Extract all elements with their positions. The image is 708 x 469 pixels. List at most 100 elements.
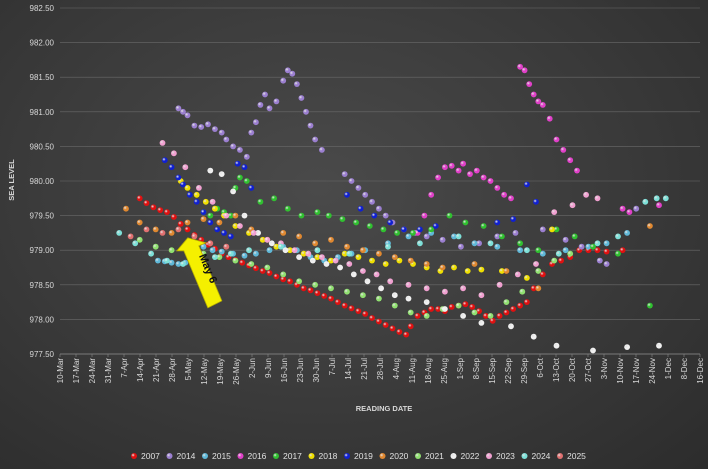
- data-point-2017: [428, 226, 435, 233]
- data-point-2022: [337, 264, 343, 271]
- y-tick-label: 982.00: [30, 39, 55, 48]
- x-tick-label: 14-Jul: [344, 358, 353, 380]
- data-point-2014: [303, 108, 309, 115]
- x-tick-label: 11-Aug: [408, 358, 417, 383]
- data-point-2024: [615, 233, 621, 240]
- data-point-2020: [328, 236, 334, 243]
- x-tick-label: 17-Mar: [72, 358, 81, 384]
- data-point-2021: [455, 302, 462, 309]
- data-point-2017: [517, 240, 523, 247]
- data-point-2019: [200, 209, 207, 216]
- data-point-2014: [175, 105, 182, 112]
- data-point-2007: [321, 293, 328, 299]
- data-point-2023: [496, 281, 503, 288]
- data-point-2025: [207, 240, 214, 247]
- data-point-2023: [250, 230, 257, 236]
- x-tick-label: 31-Mar: [104, 358, 113, 384]
- data-point-2007: [287, 278, 293, 285]
- data-point-2014: [230, 143, 237, 150]
- data-point-2017: [480, 223, 487, 229]
- data-point-2015: [200, 243, 207, 250]
- data-point-2023: [237, 223, 243, 229]
- data-point-2007: [539, 271, 546, 278]
- data-point-2015: [539, 250, 546, 257]
- data-point-2015: [155, 257, 161, 264]
- x-tick-label: 23-Jun: [296, 358, 305, 382]
- data-point-2019: [227, 233, 234, 240]
- x-tick-label: 24-Nov: [648, 358, 657, 384]
- x-tick-label: 4-Aug: [392, 358, 401, 379]
- x-tick-label: 5-May: [184, 358, 193, 380]
- data-point-2022: [530, 333, 537, 340]
- legend-label-2018: 2018: [319, 451, 338, 461]
- data-point-2007: [476, 308, 482, 314]
- data-point-2015: [253, 250, 259, 257]
- data-point-2023: [223, 212, 230, 219]
- data-point-2014: [248, 129, 255, 136]
- data-point-2007: [407, 323, 414, 330]
- data-point-2014: [476, 240, 482, 247]
- legend-label-2019: 2019: [354, 451, 373, 461]
- data-point-2007: [348, 305, 355, 312]
- data-point-2020: [503, 268, 510, 274]
- data-point-2017: [462, 219, 469, 226]
- data-point-2015: [168, 259, 175, 266]
- data-point-2007: [403, 331, 410, 338]
- data-point-2020: [471, 261, 478, 267]
- data-point-2007: [341, 302, 348, 309]
- legend-marker-2025: [557, 453, 563, 459]
- y-tick-label: 979.00: [30, 246, 55, 255]
- x-tick-label: 25-Aug: [440, 358, 449, 384]
- legend-marker-2019: [344, 453, 350, 459]
- data-point-2015: [209, 247, 216, 254]
- data-point-2017: [353, 219, 359, 226]
- legend: 2007 2014 2015 2016 2017 2018 2019 2020 2021 2022…: [131, 451, 586, 461]
- data-point-2022: [590, 347, 596, 354]
- data-point-2015: [562, 247, 569, 254]
- data-point-2007: [164, 209, 170, 216]
- data-point-2021: [136, 236, 143, 243]
- data-point-2007: [177, 221, 184, 227]
- data-point-2021: [407, 309, 414, 316]
- data-point-2018: [212, 205, 218, 212]
- data-point-2016: [448, 162, 455, 169]
- data-point-2017: [615, 250, 621, 257]
- data-point-2014: [280, 77, 287, 84]
- data-point-2025: [175, 226, 182, 233]
- data-point-2020: [439, 264, 446, 271]
- x-tick-label: 26-May: [232, 358, 241, 385]
- data-point-2024: [642, 198, 649, 205]
- data-point-2015: [624, 230, 630, 236]
- data-point-2019: [221, 230, 227, 236]
- data-point-2019: [234, 160, 241, 167]
- data-point-2019: [186, 191, 193, 198]
- data-point-2023: [405, 281, 412, 288]
- data-point-2014: [578, 243, 585, 250]
- data-point-2021: [567, 250, 574, 257]
- data-point-2007: [414, 313, 421, 319]
- data-point-2021: [487, 313, 494, 319]
- data-point-2024: [455, 233, 462, 240]
- data-point-2017: [394, 230, 400, 236]
- data-point-2019: [432, 223, 439, 229]
- data-point-2014: [198, 124, 205, 130]
- data-point-2007: [435, 306, 441, 312]
- data-point-2022: [442, 306, 448, 312]
- data-point-2015: [451, 233, 457, 240]
- data-point-2018: [341, 250, 348, 257]
- legend-label-2016: 2016: [248, 451, 267, 461]
- data-point-2017: [284, 205, 291, 212]
- data-point-2024: [385, 243, 391, 250]
- data-point-2020: [152, 226, 159, 233]
- data-point-2018: [478, 266, 485, 273]
- data-point-2018: [259, 236, 266, 243]
- data-point-2016: [508, 195, 514, 202]
- data-point-2023: [387, 278, 394, 285]
- x-tick-label: 10-Nov: [616, 358, 625, 384]
- data-point-2025: [159, 230, 166, 236]
- data-point-2022: [230, 188, 237, 195]
- data-point-2023: [514, 271, 521, 278]
- x-tick-label: 14-Apr: [136, 358, 145, 382]
- data-point-2021: [280, 271, 287, 278]
- legend-marker-2018: [308, 453, 315, 459]
